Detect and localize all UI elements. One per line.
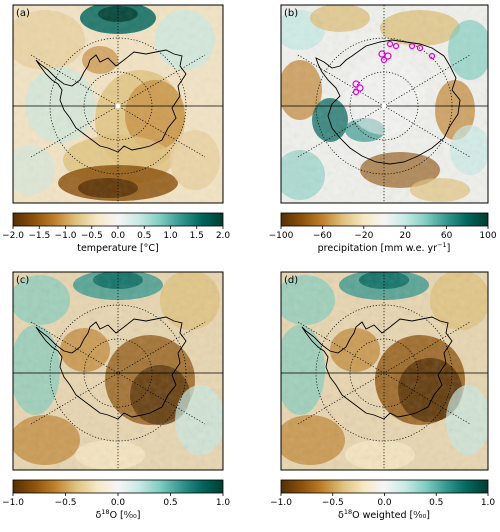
- colorbar-c-bar: [12, 479, 224, 494]
- panel-c-field: [13, 272, 223, 470]
- colorbar-a-tick-label: 1.5: [190, 231, 204, 241]
- colorbar-d: −1.0 −0.5 0.0 0.5 1.0 δ18O weighted [⁰⁄₀₀]: [270, 479, 495, 521]
- panel-d-label: (d): [284, 275, 298, 286]
- colorbar-b: −100 −60 −20 20 60 100 precipitation [mm w.e.…: [269, 212, 497, 254]
- panel-c-coastline: [35, 316, 187, 420]
- colorbar-d-tick-label: −0.5: [322, 498, 344, 508]
- panel-c: (c): [12, 271, 224, 471]
- panel-b-field: [281, 5, 488, 203]
- colorbar-a-tick-label: −1.5: [28, 231, 50, 241]
- colorbar-a-tick-label: −0.5: [81, 231, 103, 241]
- panel-b-pole-marker: [381, 103, 387, 109]
- colorbar-c-tick-label: 1.0: [216, 498, 231, 508]
- panel-d-frame: [280, 271, 489, 471]
- panel-a-coastline: [35, 49, 187, 153]
- panel-c-frame: [12, 271, 224, 471]
- colorbar-c-ticks: −1.0 −0.5 0.0 0.5 1.0: [2, 493, 230, 508]
- colorbar-b-tick-label: 60: [441, 231, 453, 241]
- colorbar-a: −2.0 −1.5 −1.0 −0.5 0.0 0.5 1.0 1.5 2.0 temperat…: [2, 212, 230, 254]
- colorbar-b-tick-label: −60: [313, 231, 332, 241]
- colorbar-c: −1.0 −0.5 0.0 0.5 1.0 δ18O [⁰⁄₀₀]: [2, 479, 230, 521]
- panel-d-graticule: [281, 272, 488, 470]
- panel-b-frame: [280, 4, 489, 204]
- colorbar-a-label: temperature [°C]: [77, 243, 159, 254]
- colorbar-d-bar: [280, 479, 489, 494]
- colorbar-a-tick-label: 1.0: [163, 231, 178, 241]
- panel-a-pole-marker: [115, 103, 121, 109]
- colorbar-b-label: precipitation [mm w.e. yr−1]: [318, 241, 451, 254]
- colorbar-b-tick-label: −20: [354, 231, 373, 241]
- colorbar-b-tick-label: 100: [479, 231, 496, 241]
- colorbar-c-tick-label: −1.0: [2, 498, 24, 508]
- colorbar-b-bar: [280, 212, 489, 227]
- colorbar-a-bar: [12, 212, 224, 227]
- panel-c-graticule: [13, 272, 223, 470]
- panel-b-coastline: [315, 39, 461, 165]
- colorbar-b-tick-label: 20: [399, 231, 411, 241]
- panel-c-label: (c): [16, 275, 29, 286]
- colorbar-c-tick-label: 0.0: [111, 498, 126, 508]
- panel-d-coastline: [301, 316, 453, 420]
- panel-d: (d): [280, 271, 489, 471]
- colorbar-a-tick-label: 2.0: [216, 231, 231, 241]
- colorbar-c-tick-label: 0.5: [163, 498, 177, 508]
- colorbar-d-label: δ18O weighted [⁰⁄₀₀]: [338, 508, 430, 521]
- colorbar-a-ticks: −2.0 −1.5 −1.0 −0.5 0.0 0.5 1.0 1.5 2.0: [2, 226, 230, 241]
- panel-a-frame: [12, 4, 224, 204]
- colorbar-d-tick-label: 0.0: [377, 498, 392, 508]
- panel-a-label: (a): [16, 8, 30, 19]
- colorbar-a-tick-label: 0.5: [137, 231, 151, 241]
- panel-b-markers: [352, 40, 436, 96]
- colorbar-b-ticks: −100 −60 −20 20 60 100: [269, 226, 497, 241]
- colorbar-c-label: δ18O [⁰⁄₀₀]: [95, 508, 140, 521]
- panel-b: (b): [280, 4, 489, 204]
- panel-a: (a): [12, 4, 224, 204]
- colorbar-a-tick-label: −2.0: [2, 231, 24, 241]
- panel-a-field: [13, 5, 223, 203]
- colorbar-d-ticks: −1.0 −0.5 0.0 0.5 1.0: [270, 493, 495, 508]
- colorbar-c-tick-label: −0.5: [55, 498, 77, 508]
- colorbar-a-tick-label: −1.0: [55, 231, 77, 241]
- panel-b-label: (b): [284, 8, 298, 19]
- colorbar-d-tick-label: −1.0: [270, 498, 292, 508]
- panel-d-field: [281, 272, 488, 470]
- colorbar-d-tick-label: 0.5: [429, 498, 443, 508]
- colorbar-d-tick-label: 1.0: [481, 498, 496, 508]
- colorbar-a-tick-label: 0.0: [111, 231, 126, 241]
- colorbar-b-tick-label: −100: [269, 231, 294, 241]
